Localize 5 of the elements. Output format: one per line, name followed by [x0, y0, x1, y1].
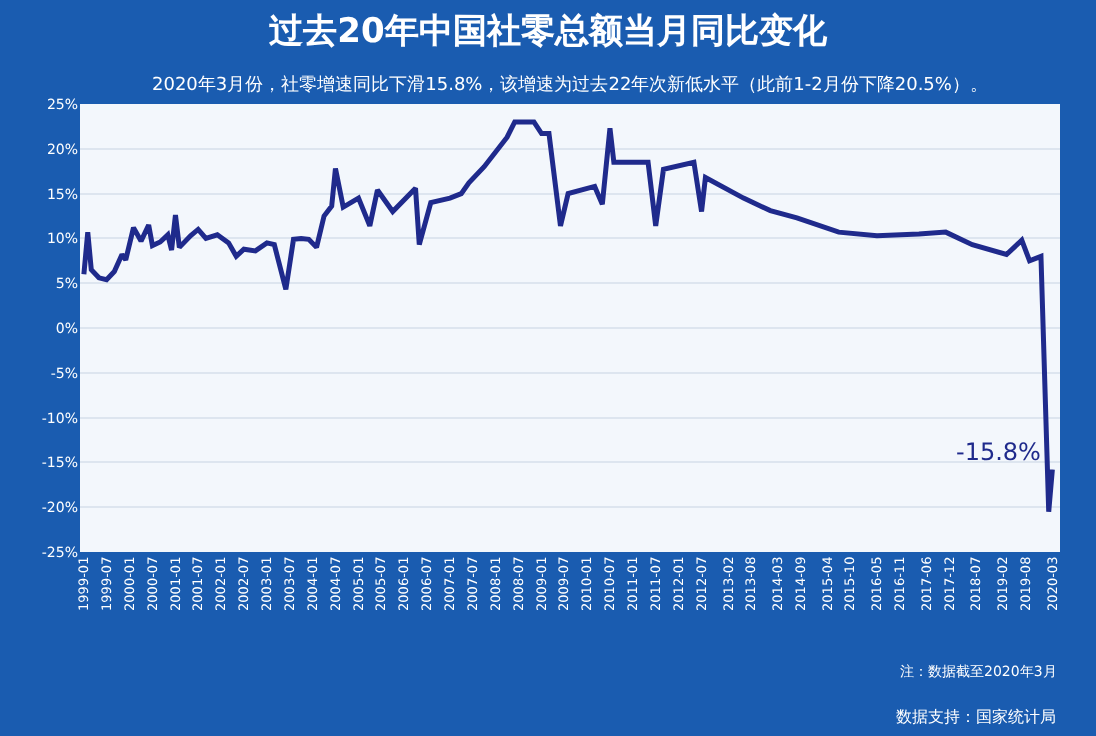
line-series	[81, 119, 1055, 515]
text: 数据支持：国家统计局	[896, 708, 1056, 726]
chart-title: 过去20年中国社零总额当月同比变化	[267, 12, 829, 53]
text: 2020年3月份，社零增速同比下滑15.8%，该增速为过去22年次新低水平（此前1-2月份下降20.5%）。	[152, 74, 988, 96]
annotation: -15.8%	[956, 438, 1041, 466]
